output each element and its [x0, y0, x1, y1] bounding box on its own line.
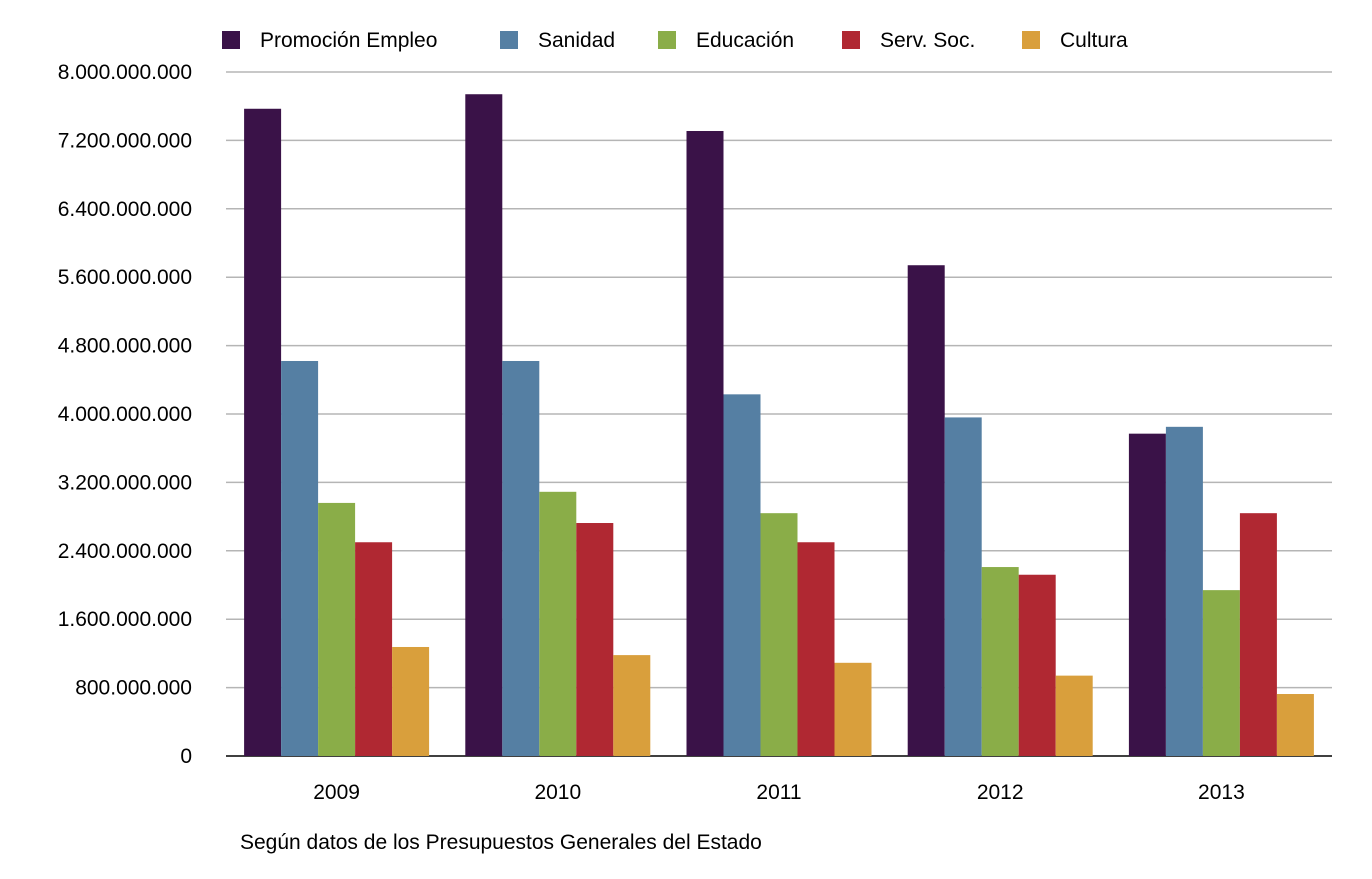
legend-item: Sanidad: [500, 29, 615, 52]
x-tick-label: 2013: [1198, 781, 1245, 804]
bar-2011-2: [760, 513, 798, 756]
bar-2010-2: [539, 491, 577, 756]
bar-2012-1: [944, 417, 982, 756]
bar-2011-1: [723, 394, 761, 756]
legend-label: Educación: [696, 29, 794, 52]
legend-item: Cultura: [1022, 29, 1128, 52]
bar-2010-4: [613, 655, 651, 756]
legend-swatch: [222, 31, 240, 49]
bar-2012-3: [1018, 574, 1056, 756]
x-axis: 2009 2010 2011 2012 2013: [313, 781, 1245, 804]
legend-item: Educación: [658, 29, 794, 52]
bars: [244, 94, 1314, 757]
x-tick-label: 2011: [756, 781, 801, 804]
bar-2010-1: [502, 360, 540, 756]
y-tick-label: 2.400.000.000: [58, 540, 192, 563]
bar-2011-3: [797, 542, 835, 756]
bar-2013-2: [1202, 590, 1240, 756]
y-tick-label: 1.600.000.000: [58, 608, 192, 631]
legend-label: Cultura: [1060, 29, 1128, 52]
bar-2009-1: [281, 360, 319, 756]
bar-2013-1: [1165, 426, 1203, 756]
bar-2012-0: [907, 265, 945, 756]
legend-swatch: [500, 31, 518, 49]
y-tick-label: 4.800.000.000: [58, 335, 192, 358]
bar-2012-4: [1055, 675, 1093, 756]
gridlines: [226, 71, 1332, 689]
bar-2011-0: [686, 130, 724, 756]
y-tick-label: 8.000.000.000: [58, 61, 192, 84]
bar-2011-4: [834, 662, 872, 756]
legend-swatch: [658, 31, 676, 49]
x-tick-label: 2010: [534, 781, 581, 804]
bar-2009-2: [318, 502, 356, 756]
legend-item: Serv. Soc.: [842, 29, 975, 52]
bar-2013-3: [1239, 513, 1277, 756]
source-note: Según datos de los Presupuestos Generale…: [240, 831, 762, 854]
y-tick-label: 800.000.000: [75, 677, 192, 700]
y-tick-label: 7.200.000.000: [58, 129, 192, 152]
bar-2013-4: [1276, 694, 1314, 756]
y-tick-label: 3.200.000.000: [58, 471, 192, 494]
bar-2013-0: [1128, 433, 1166, 756]
legend-label: Promoción Empleo: [260, 29, 437, 52]
x-tick-label: 2009: [313, 781, 360, 804]
bar-2010-3: [576, 523, 614, 756]
bar-2009-4: [392, 646, 430, 756]
legend-item: Promoción Empleo: [222, 29, 437, 52]
x-tick-label: 2012: [977, 781, 1024, 804]
y-tick-label: 5.600.000.000: [58, 266, 192, 289]
legend-swatch: [1022, 31, 1040, 49]
legend: Promoción Empleo Sanidad Educación Serv. So…: [222, 29, 1128, 52]
bar-2009-0: [244, 108, 282, 756]
legend-swatch: [842, 31, 860, 49]
bar-2010-0: [465, 94, 503, 757]
y-tick-label: 4.000.000.000: [58, 403, 192, 426]
y-tick-label: 0: [180, 745, 192, 768]
y-tick-label: 6.400.000.000: [58, 198, 192, 221]
legend-label: Sanidad: [538, 29, 615, 52]
y-axis: 0 800.000.000 1.600.000.000 2.400.000.000 3.…: [58, 61, 1332, 768]
legend-label: Serv. Soc.: [880, 29, 975, 52]
bar-2009-3: [355, 542, 393, 756]
bar-2012-2: [981, 567, 1019, 756]
